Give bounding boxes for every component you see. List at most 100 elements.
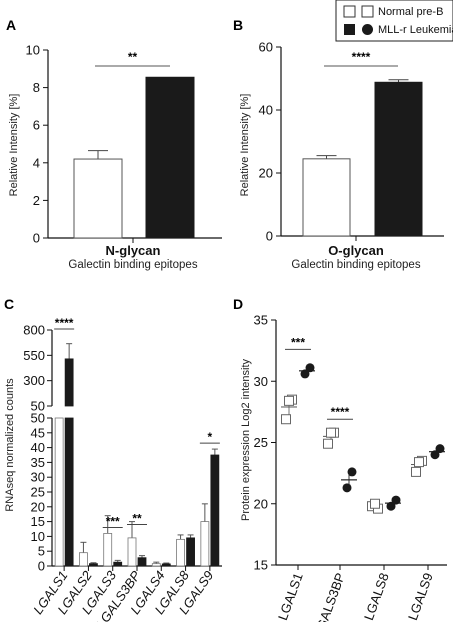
- bar-normal: [103, 533, 113, 567]
- y-tick-label: 25: [31, 485, 45, 500]
- y-tick-label: 15: [254, 558, 268, 573]
- legend-mll-label: MLL-r Leukemia: [378, 24, 453, 36]
- bar-mll: [161, 563, 171, 567]
- bars-c: ******* ***: [54, 316, 220, 567]
- point-mll: [347, 467, 357, 477]
- bar-normal: [176, 538, 185, 567]
- y-tick-label: 0: [266, 229, 273, 244]
- x-tick-label: LGALS1: [275, 571, 306, 622]
- y-tick-label: 20: [254, 496, 268, 511]
- y-tick-label: 800: [23, 323, 45, 338]
- legend-normal-square-2: [361, 5, 374, 18]
- panel-d: D Protein expression Log2 intensity 15 20…: [233, 296, 447, 622]
- bar-mll: [374, 81, 423, 237]
- bar-normal: [200, 521, 210, 567]
- significance-label: ****: [331, 405, 350, 419]
- bar-mll: [64, 417, 74, 567]
- panel-a: A Relative Intensity [%] 0 2 4 6 8 10 ** N-gl…: [6, 17, 222, 271]
- point-mll: [342, 483, 352, 493]
- bar-mll: [137, 557, 147, 567]
- y-tick-label: 50: [31, 411, 45, 426]
- points-d: *******: [281, 335, 445, 514]
- y-tick-label: 40: [259, 103, 273, 118]
- significance-label: **: [128, 50, 138, 64]
- bar-normal: [151, 563, 161, 567]
- x-tick-label: LGALS9: [405, 571, 436, 622]
- point-mll: [391, 495, 401, 505]
- y-axis-c: 0510152025303540455050300550800LGALS1LGA…: [23, 323, 222, 622]
- legend-mll-circle: [362, 24, 373, 35]
- y-tick-label: 0: [33, 231, 40, 246]
- panel-label-d: D: [233, 296, 243, 312]
- ylabel-b: Relative Intensity [%]: [239, 94, 251, 197]
- ylabel-a: Relative Intensity [%]: [8, 94, 20, 197]
- panel-label-b: B: [233, 17, 243, 33]
- y-tick-label: 550: [23, 348, 45, 363]
- y-tick-label: 300: [23, 373, 45, 388]
- y-tick-label: 20: [259, 166, 273, 181]
- bars-b: ****: [302, 50, 423, 237]
- point-normal: [411, 466, 421, 477]
- xlabel-bold-b: O-glycan: [328, 243, 384, 258]
- legend-normal-square-1: [343, 5, 356, 18]
- y-tick-label: 8: [33, 80, 40, 95]
- point-normal: [323, 438, 333, 449]
- y-tick-label: 20: [31, 499, 45, 514]
- significance-label: ***: [106, 515, 120, 529]
- y-tick-label: 25: [254, 435, 268, 450]
- bar-mll: [186, 537, 195, 567]
- bars-a: **: [73, 50, 195, 239]
- significance-label: **: [132, 512, 142, 526]
- point-mll: [430, 450, 440, 460]
- y-tick-label: 60: [259, 40, 273, 55]
- xlabel-bold-a: N-glycan: [106, 243, 161, 258]
- legend-normal-label: Normal pre-B: [378, 6, 443, 18]
- xlabel-b: Galectin binding epitopes: [291, 259, 420, 271]
- y-tick-label: 50: [31, 399, 45, 414]
- bar-mll: [145, 76, 195, 239]
- y-tick-label: 0: [38, 559, 45, 574]
- y-tick-label: 35: [254, 313, 268, 328]
- panel-label-c: C: [4, 296, 14, 312]
- y-tick-label: 40: [31, 440, 45, 455]
- y-tick-label: 30: [31, 470, 45, 485]
- bar-mll: [210, 454, 220, 567]
- y-tick-label: 15: [31, 514, 45, 529]
- bar-normal: [73, 158, 123, 239]
- significance-label: ****: [352, 50, 371, 64]
- legend-mll-square: [344, 24, 355, 35]
- point-mll: [386, 501, 396, 511]
- bar-normal: [54, 417, 64, 567]
- point-normal: [326, 427, 336, 438]
- panel-b: B Relative Intensity [%] 0 20 40 60 **** O-…: [233, 17, 444, 271]
- y-tick-label: 10: [26, 43, 40, 58]
- y-tick-label: 45: [31, 425, 45, 440]
- bar-normal: [127, 537, 137, 567]
- bar-mll: [89, 563, 98, 567]
- point-normal: [414, 457, 424, 468]
- bar-mll: [113, 561, 123, 567]
- point-mll: [435, 444, 445, 454]
- bar-mll-upper: [64, 358, 74, 407]
- bar-normal: [79, 552, 88, 567]
- point-normal: [370, 498, 380, 509]
- point-mll: [300, 369, 310, 379]
- significance-label: ***: [291, 335, 305, 349]
- x-tick-label: LGALS3BP: [311, 571, 348, 622]
- y-tick-label: 5: [38, 544, 45, 559]
- y-tick-label: 10: [31, 529, 45, 544]
- bar-normal: [302, 158, 351, 237]
- y-tick-label: 2: [33, 193, 40, 208]
- legend: Normal pre-B MLL-r Leukemia: [335, 0, 453, 42]
- ylabel-d: Protein expression Log2 intensity: [240, 358, 252, 521]
- y-tick-label: 6: [33, 118, 40, 133]
- ylabel-c: RNAseq normalized counts: [4, 378, 16, 512]
- y-tick-label: 4: [33, 155, 40, 170]
- point-mll: [305, 363, 315, 373]
- panel-label-a: A: [6, 17, 16, 33]
- x-tick-label: LGALS8: [361, 571, 392, 622]
- xlabel-a: Galectin binding epitopes: [68, 259, 197, 271]
- y-tick-label: 30: [254, 374, 268, 389]
